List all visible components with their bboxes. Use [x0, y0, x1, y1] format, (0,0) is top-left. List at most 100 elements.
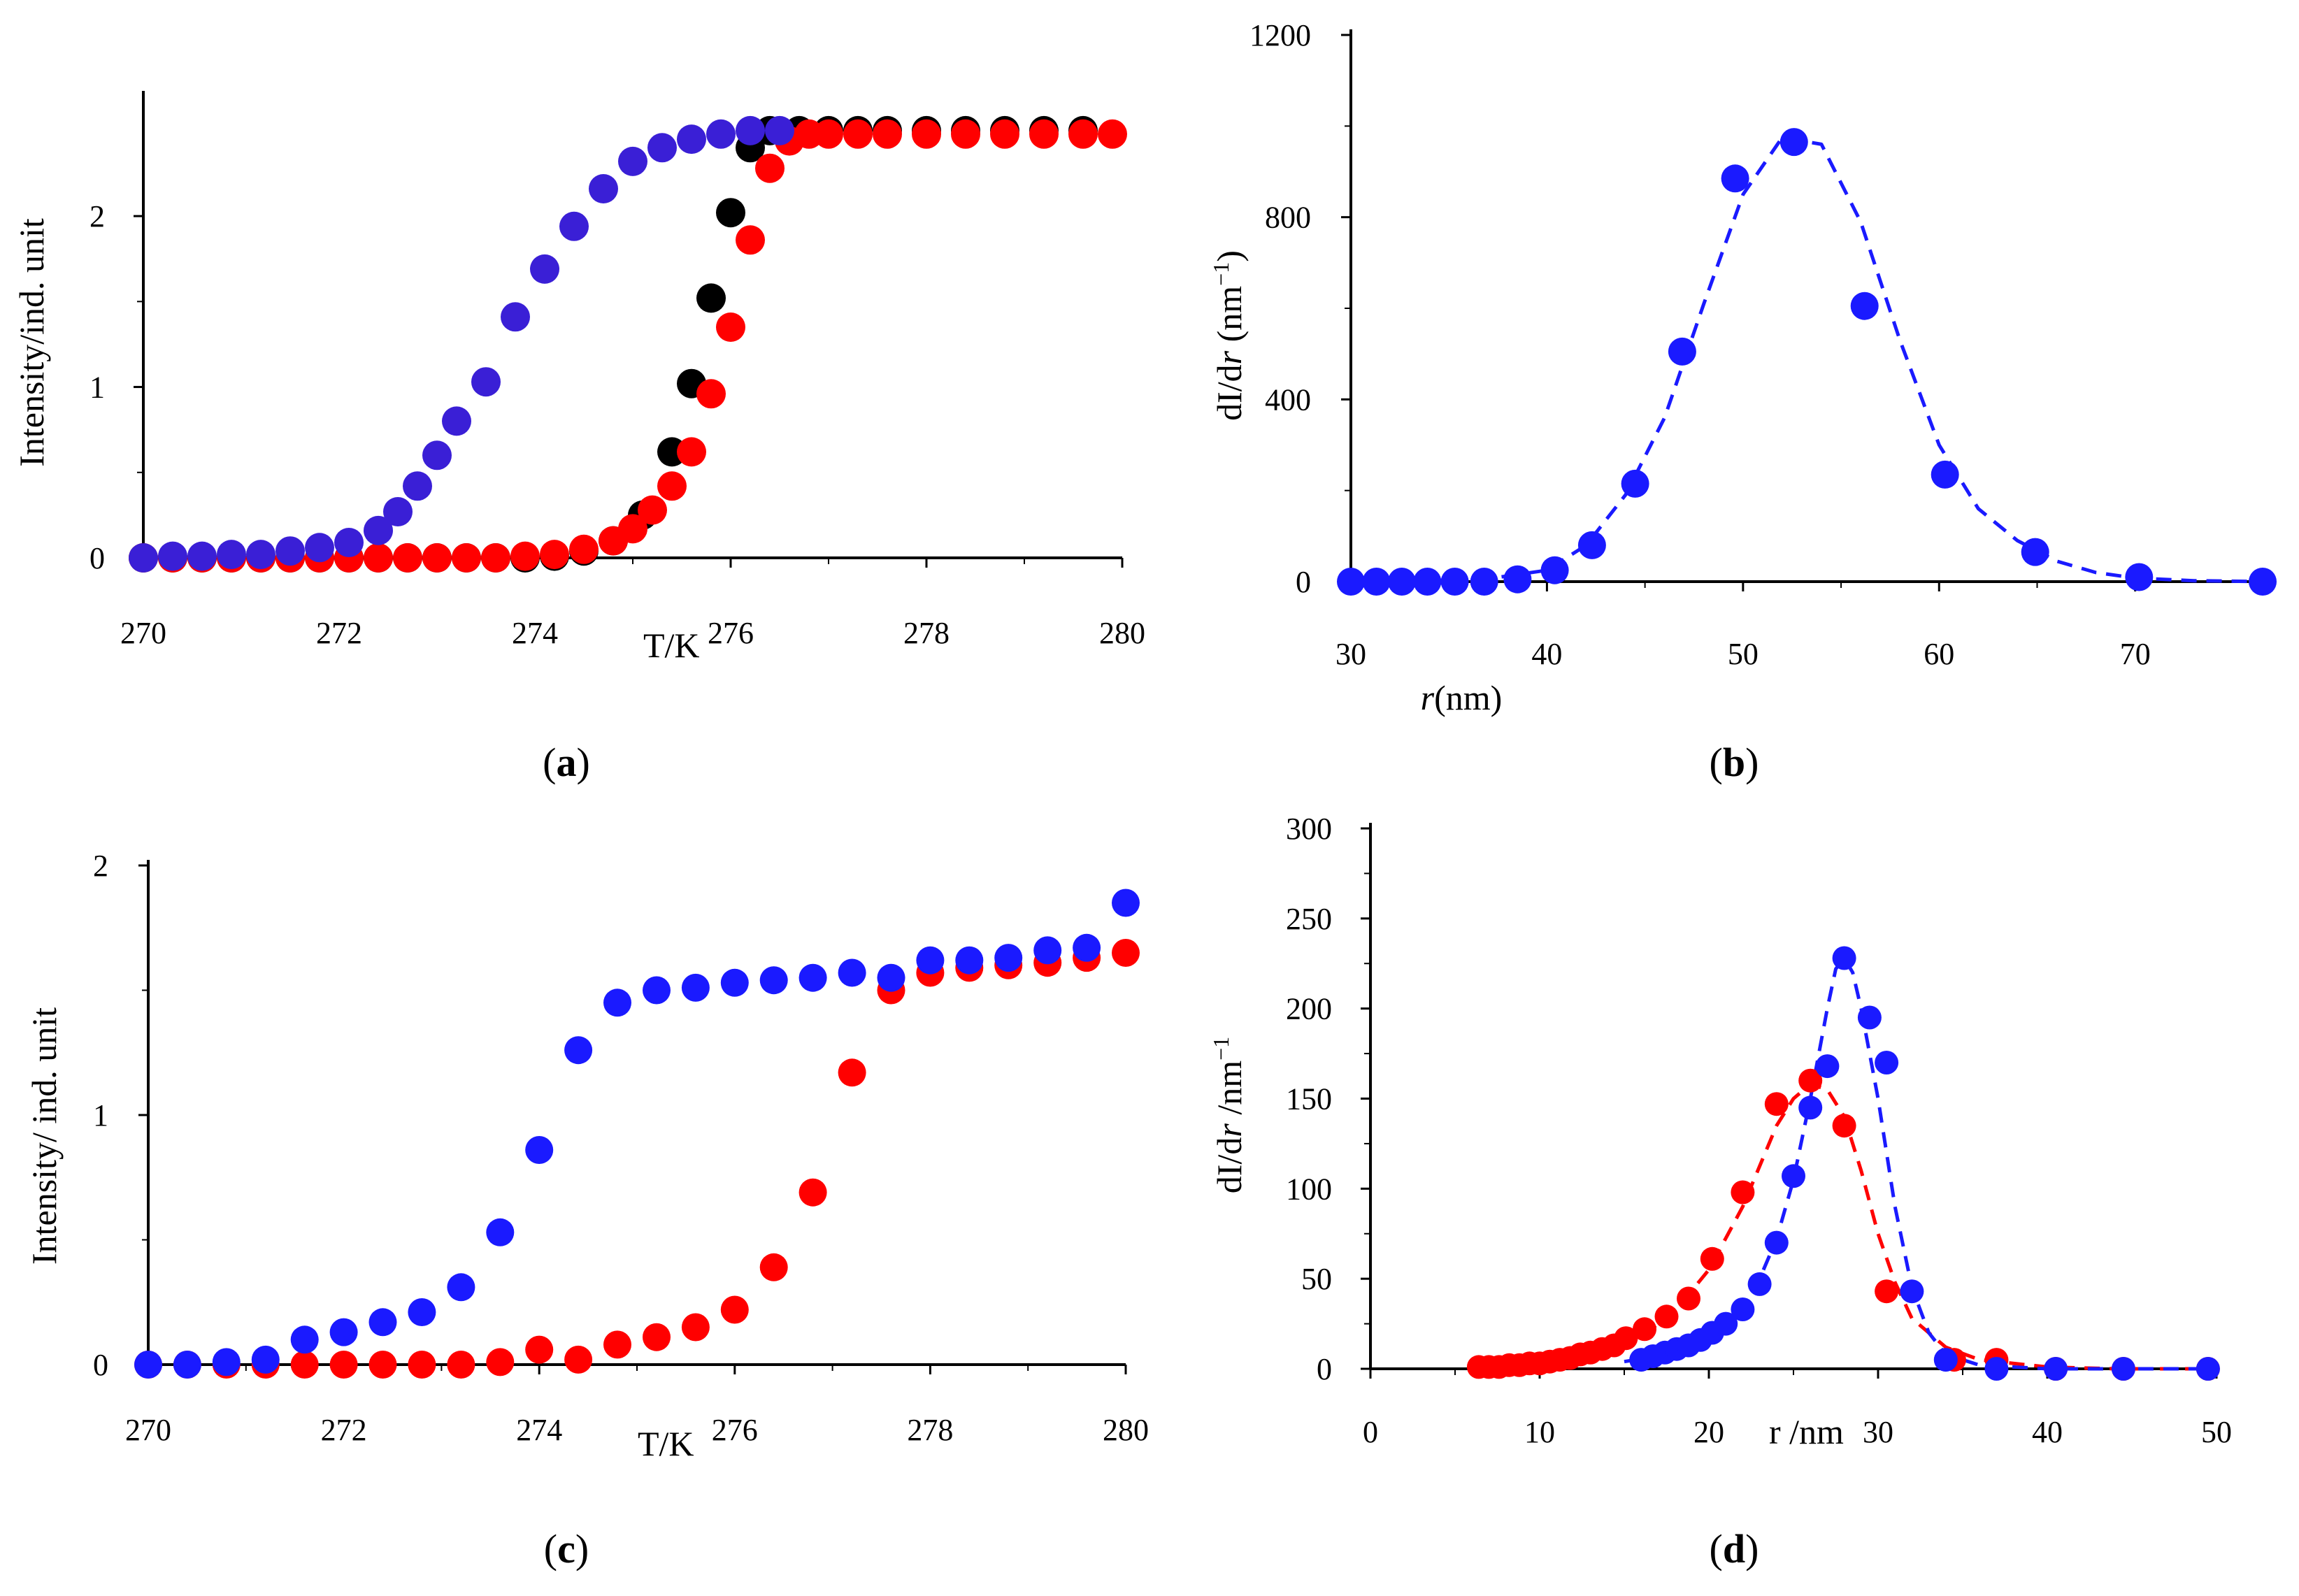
x-tick-label: 50: [2201, 1415, 2232, 1449]
data-point: [681, 973, 710, 1002]
x-tick-label: 280: [1103, 1413, 1149, 1447]
fit-line-blue: [1624, 956, 2216, 1371]
data-point: [329, 1318, 358, 1346]
data-point: [1413, 568, 1442, 596]
data-point: [955, 946, 984, 975]
data-point: [1764, 1092, 1789, 1116]
data-point: [1700, 1246, 1724, 1271]
x-ticks: 270 272 274 276 278 280: [125, 1365, 1149, 1447]
data-point: [540, 540, 569, 570]
series-red: [1466, 1068, 2220, 1381]
x-tick-label: 20: [1693, 1415, 1724, 1449]
data-point: [643, 1323, 671, 1351]
y-tick-label: 800: [1265, 201, 1311, 235]
data-point: [643, 976, 671, 1005]
data-point: [1832, 1114, 1856, 1138]
data-point: [990, 119, 1019, 149]
data-point: [403, 471, 432, 501]
data-point: [471, 367, 501, 397]
data-point: [1850, 292, 1879, 320]
data-point: [759, 1253, 788, 1281]
data-point: [736, 225, 765, 255]
x-axis-label: T/K: [643, 626, 700, 665]
data-point: [1857, 1005, 1882, 1030]
panel-label: (c): [544, 1526, 589, 1572]
data-point: [1677, 1286, 1700, 1311]
x-tick-label: 276: [712, 1413, 758, 1447]
panel-label: (a): [543, 740, 590, 785]
series-purple_blue: [129, 115, 794, 573]
x-tick-label: 10: [1524, 1415, 1555, 1449]
data-point: [1731, 1180, 1755, 1205]
x-ticks: 30 40 50 60 70: [1335, 582, 2151, 671]
data-point: [217, 540, 246, 570]
data-point: [736, 115, 765, 145]
data-point: [677, 437, 706, 467]
data-point: [720, 1295, 749, 1324]
data-point: [334, 528, 364, 557]
series-red: [134, 939, 1140, 1379]
data-point: [1747, 1272, 1772, 1296]
data-point: [838, 1058, 866, 1087]
data-point: [158, 541, 187, 571]
data-point: [1984, 1357, 2009, 1381]
panel-label: (d): [1710, 1526, 1759, 1572]
data-point: [1577, 531, 1606, 559]
y-tick-label: 1200: [1249, 18, 1311, 52]
data-point: [647, 133, 677, 163]
data-point: [129, 543, 158, 573]
data-point: [1815, 1054, 1840, 1079]
data-point: [677, 124, 706, 154]
x-tick-label: 272: [321, 1413, 367, 1447]
y-tick-label: 250: [1286, 902, 1332, 936]
data-point: [442, 406, 471, 436]
data-point: [486, 1348, 515, 1376]
data-point: [2125, 563, 2154, 591]
y-tick-label: 300: [1286, 812, 1332, 846]
fit-line-blue: [1351, 136, 2273, 584]
data-point: [589, 174, 618, 203]
series-red: [129, 119, 1127, 573]
data-point: [1900, 1279, 1924, 1304]
x-tick-label: 270: [120, 616, 166, 650]
data-point: [1779, 128, 1808, 157]
data-point: [422, 543, 452, 573]
data-point: [1098, 119, 1127, 149]
data-point: [364, 543, 393, 573]
data-point: [525, 1335, 554, 1364]
data-point: [1933, 1348, 1958, 1372]
data-point: [447, 1273, 475, 1302]
panel-d: 0 10 20 30 40 50 0 50 100 150 200 250 300 r /nm dI/dr …: [1208, 812, 2232, 1572]
x-tick-label: 60: [1924, 637, 1954, 671]
y-ticks: 0 400 800 1200: [1249, 18, 1351, 599]
data-point: [1731, 1297, 1755, 1321]
data-point: [765, 115, 794, 145]
data-point: [368, 1351, 397, 1379]
data-point: [134, 1351, 162, 1379]
y-axis-label: dI/dr (nm−1): [1208, 250, 1249, 421]
data-point: [2111, 1357, 2135, 1381]
y-axis-label: dI/dr /nm−1: [1208, 1037, 1249, 1193]
data-point: [1033, 936, 1062, 965]
data-point: [501, 302, 530, 332]
data-point: [843, 119, 873, 149]
panel-label: (b): [1710, 740, 1759, 785]
x-tick-label: 270: [125, 1413, 171, 1447]
data-point: [275, 536, 305, 566]
y-tick-label: 0: [1296, 565, 1311, 599]
x-tick-label: 278: [907, 1413, 953, 1447]
data-point: [1668, 337, 1696, 366]
panel-c: 270 272 274 276 278 280 0 1 2 T/K Intensity/ ind. …: [24, 849, 1149, 1572]
data-point: [329, 1351, 358, 1379]
x-axis-label: r(nm): [1421, 678, 1503, 717]
x-tick-label: 40: [1531, 637, 1562, 671]
data-point: [1614, 1326, 1638, 1351]
data-point: [618, 146, 647, 176]
data-point: [510, 541, 540, 571]
data-point: [422, 440, 452, 470]
data-point: [1621, 469, 1649, 498]
data-point: [486, 1218, 515, 1246]
data-point: [798, 1178, 827, 1207]
data-point: [569, 534, 599, 564]
x-tick-label: 40: [2032, 1415, 2063, 1449]
